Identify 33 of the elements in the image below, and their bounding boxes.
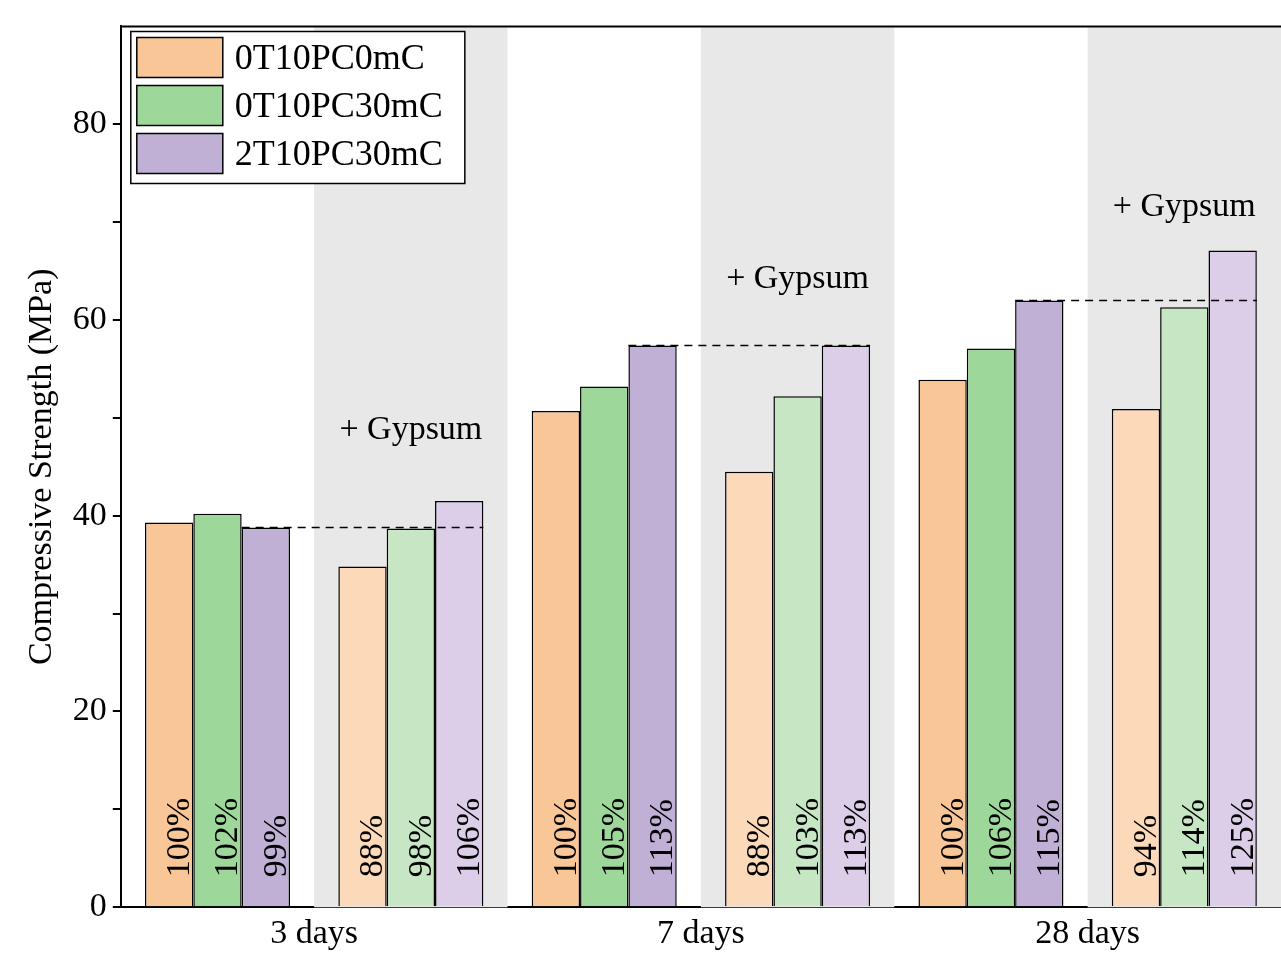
annotation: 113% bbox=[642, 799, 680, 878]
annotation: 94% bbox=[1125, 814, 1163, 878]
y-axis-title: Compressive Strength (MPa) bbox=[21, 268, 60, 666]
annotation: + Gypsum bbox=[726, 257, 870, 295]
annotation: 106% bbox=[449, 797, 487, 878]
x-tick-label: 7 days bbox=[656, 912, 745, 950]
annotation: 103% bbox=[787, 797, 825, 878]
annotation: 88% bbox=[739, 814, 777, 878]
x-tick-label: 28 days bbox=[1035, 912, 1141, 950]
annotation: 99% bbox=[255, 814, 293, 878]
annotation: 88% bbox=[352, 814, 390, 878]
annotation: 125% bbox=[1222, 797, 1260, 878]
x-tick-label: 3 days bbox=[270, 912, 359, 950]
annotation: 100% bbox=[932, 797, 970, 878]
y-tick-label: 80 bbox=[72, 103, 107, 141]
annotation: + Gypsum bbox=[1112, 186, 1256, 224]
y-tick-label: 60 bbox=[72, 298, 107, 336]
annotation: 100% bbox=[545, 797, 583, 878]
y-tick-label: 0 bbox=[89, 886, 107, 924]
legend-label: 2T10PC30mC bbox=[234, 132, 443, 173]
annotation: 105% bbox=[594, 797, 632, 878]
annotation: 113% bbox=[835, 799, 873, 878]
annotation: 106% bbox=[980, 797, 1018, 878]
annotation: 114% bbox=[1174, 799, 1212, 878]
annotation: 115% bbox=[1029, 799, 1067, 878]
legend-label: 0T10PC30mC bbox=[234, 84, 443, 125]
legend-label: 0T10PC0mC bbox=[234, 36, 425, 77]
annotation: + Gypsum bbox=[339, 408, 483, 446]
annotation: 100% bbox=[159, 797, 197, 878]
y-tick-label: 40 bbox=[72, 494, 107, 532]
y-tick-label: 20 bbox=[72, 690, 107, 728]
annotation: 98% bbox=[400, 814, 438, 878]
annotation: 102% bbox=[207, 797, 245, 878]
